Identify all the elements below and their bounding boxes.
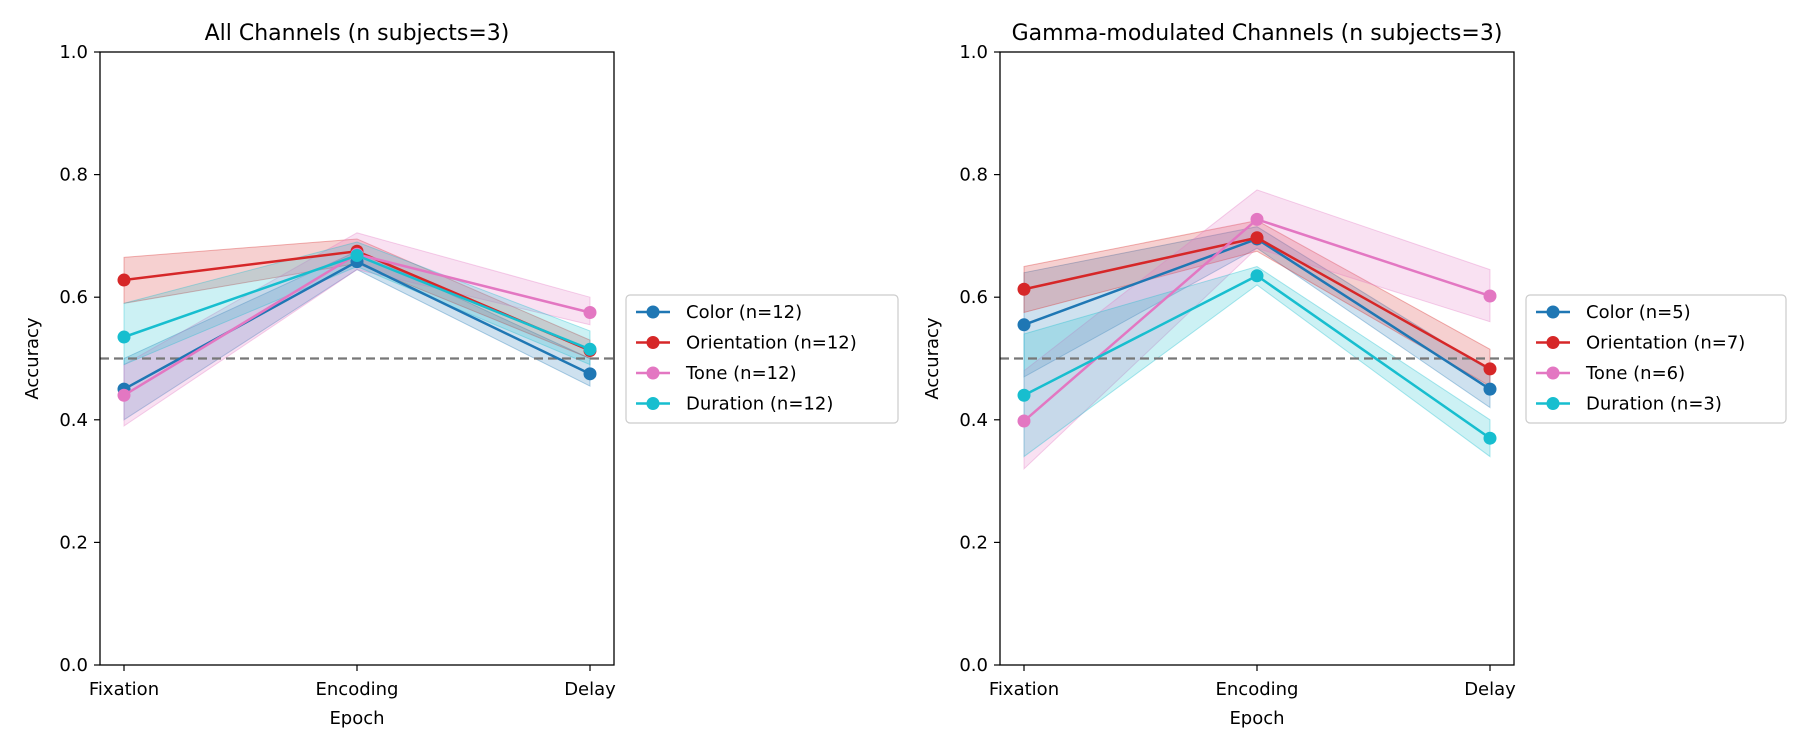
legend-swatch-marker [646, 366, 660, 380]
chart-title: Gamma-modulated Channels (n subjects=3) [1012, 21, 1503, 46]
y-axis-label: Accuracy [22, 317, 43, 400]
confidence-band-series-4 [123, 241, 591, 366]
y-tick-label: 0.8 [59, 165, 88, 186]
confidence-band-series-1 [1023, 226, 1491, 409]
y-tick-label: 0.0 [959, 655, 988, 676]
x-axis-label: Epoch [1229, 708, 1284, 729]
y-tick-label: 0.0 [59, 655, 88, 676]
legend-swatch-marker [1546, 336, 1560, 349]
legend-entry-label: Color (n=5) [1586, 302, 1691, 323]
legend-swatch-marker [1546, 305, 1560, 319]
legend-box [625, 294, 899, 424]
data-point-series-1-delay [1483, 382, 1497, 396]
x-tick-label: Encoding [316, 679, 399, 700]
legend-entry-label: Orientation (n=7) [1586, 333, 1745, 354]
data-point-series-1-fixation [1017, 318, 1031, 332]
data-point-series-4-encoding [1250, 269, 1264, 283]
data-point-series-2-fixation [117, 273, 131, 287]
confidence-band-series-4 [1023, 266, 1491, 458]
data-point-series-3-delay [583, 306, 597, 320]
data-point-series-2-encoding [1250, 231, 1264, 245]
y-tick-label: 0.6 [59, 287, 88, 308]
x-tick-label: Delay [564, 679, 616, 700]
data-point-series-4-fixation [117, 330, 131, 344]
y-tick-label: 0.4 [959, 410, 988, 431]
data-point-series-3-encoding [1250, 212, 1264, 226]
chart-panel-1: 0.0 0.2 0.4 0.6 0.8 1.0 Fixation Encoding Delay E… [22, 21, 899, 729]
legend-entry-label: Color (n=12) [686, 302, 802, 323]
legend-entry-label: Orientation (n=12) [686, 333, 857, 354]
y-tick-label: 1.0 [959, 42, 988, 63]
y-tick-label: 0.6 [959, 287, 988, 308]
legend: Color (n=5) Orientation (n=7) Tone (n=6) Du… [1525, 294, 1787, 424]
legend-swatch-marker [646, 397, 660, 410]
x-tick-label: Fixation [89, 679, 159, 700]
legend-swatch-marker [646, 336, 660, 349]
x-tick-label: Encoding [1216, 679, 1299, 700]
data-point-series-3-fixation [117, 388, 131, 402]
data-point-series-2-fixation [1017, 282, 1031, 296]
legend-entry-label: Tone (n=6) [1585, 363, 1685, 384]
x-tick-label: Fixation [989, 679, 1059, 700]
data-point-series-4-delay [1483, 431, 1497, 445]
legend: Color (n=12) Orientation (n=12) Tone (n=12… [625, 294, 899, 424]
y-axis-label: Accuracy [922, 317, 943, 400]
data-point-series-3-delay [1483, 289, 1497, 303]
data-point-series-4-fixation [1017, 388, 1031, 402]
legend-swatch-marker [1546, 397, 1560, 410]
confidence-band-series-3 [123, 232, 591, 427]
y-tick-label: 0.4 [59, 410, 88, 431]
legend-swatch-marker [646, 305, 660, 319]
data-point-series-2-delay [1483, 362, 1497, 376]
legend-box [1525, 294, 1787, 424]
data-point-series-3-fixation [1017, 414, 1031, 428]
y-tick-label: 0.8 [959, 165, 988, 186]
y-tick-label: 0.2 [59, 532, 88, 553]
chart-title: All Channels (n subjects=3) [205, 21, 510, 46]
y-tick-label: 0.2 [959, 532, 988, 553]
y-tick-label: 1.0 [59, 42, 88, 63]
legend-entry-label: Duration (n=12) [686, 394, 833, 415]
legend-entry-label: Tone (n=12) [685, 363, 797, 384]
data-point-series-4-encoding [350, 249, 364, 263]
legend-entry-label: Duration (n=3) [1586, 394, 1722, 415]
data-point-series-4-delay [583, 342, 597, 356]
chart-panel-2: 0.0 0.2 0.4 0.6 0.8 1.0 Fixation Encoding Delay E… [922, 21, 1787, 729]
data-point-series-1-delay [583, 367, 597, 381]
legend-swatch-marker [1546, 366, 1560, 380]
x-tick-label: Delay [1464, 679, 1516, 700]
x-axis-label: Epoch [329, 708, 384, 729]
confidence-band-series-3 [1023, 189, 1491, 471]
